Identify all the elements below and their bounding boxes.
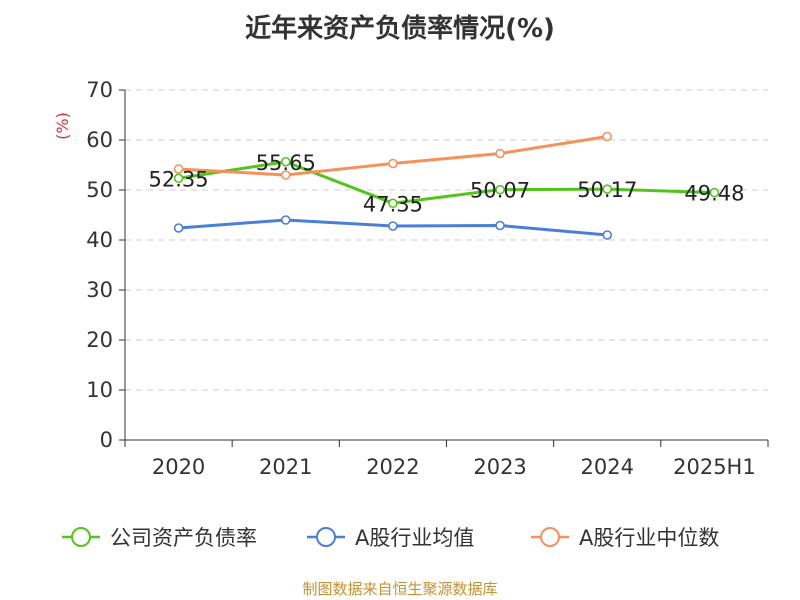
gridlines <box>125 89 768 391</box>
data-point-2-4 <box>602 131 613 142</box>
legend-label-1: A股行业均值 <box>355 526 474 550</box>
x-tick-label-2021: 2021 <box>259 455 312 479</box>
data-source-note: 制图数据来自恒生聚源数据库 <box>302 580 498 598</box>
data-point-0-5 <box>709 187 720 198</box>
x-tick-label-2024: 2024 <box>581 455 634 479</box>
data-label-3: 50.07 <box>470 179 530 203</box>
y-tick-label-70: 70 <box>86 78 113 102</box>
data-label-1: 55.65 <box>256 151 316 175</box>
data-point-0-4 <box>602 184 613 194</box>
series-line-0 <box>178 160 715 205</box>
data-point-0-1 <box>280 156 291 167</box>
legend-swatch-marker-2 <box>540 527 560 547</box>
data-point-1-0 <box>173 223 184 233</box>
data-point-2-3 <box>495 148 505 159</box>
data-point-1-2 <box>388 221 398 231</box>
legend-label-0: 公司资产负债率 <box>110 526 257 550</box>
legend-item-0[interactable]: 公司资产负债率 <box>62 526 257 550</box>
legend[interactable]: 公司资产负债率 A股行业均值 A股行业中位数 <box>62 526 719 550</box>
series-1 <box>173 215 613 240</box>
y-tick-label-40: 40 <box>86 228 113 252</box>
data-label-2: 47.35 <box>363 192 423 216</box>
data-labels: 52.35 55.65 47.35 50.07 50.17 49.48 <box>149 151 745 217</box>
series-2 <box>173 131 613 180</box>
y-tick-label-50: 50 <box>86 178 113 202</box>
x-tick-label-2023: 2023 <box>473 455 526 479</box>
y-tick-label-20: 20 <box>86 328 113 352</box>
data-point-2-2 <box>388 158 398 169</box>
y-tick-label-60: 60 <box>86 128 113 152</box>
data-point-0-0 <box>173 173 184 184</box>
data-label-0: 52.35 <box>149 167 209 191</box>
y-tick-label-10: 10 <box>86 378 113 402</box>
legend-swatch-marker-1 <box>316 527 336 547</box>
data-point-1-1 <box>280 215 291 225</box>
data-point-0-3 <box>495 184 505 195</box>
data-point-1-4 <box>602 230 613 240</box>
data-point-2-0 <box>173 164 184 174</box>
series-group: 52.35 55.65 47.35 50.07 50.17 49.48 <box>149 131 745 240</box>
x-tick-label-2025H1: 2025H1 <box>673 455 756 479</box>
x-tick-label-2020: 2020 <box>152 455 205 479</box>
y-tick-label-30: 30 <box>86 278 113 302</box>
axes: 0 10 20 30 40 50 60 70 2020 2021 2022 2023 2024 2025H… <box>86 78 769 479</box>
chart-title: 近年来资产负债率情况(%) <box>245 14 555 44</box>
data-point-1-3 <box>495 220 505 231</box>
legend-swatch-marker-0 <box>71 527 91 547</box>
series-0 <box>173 156 720 209</box>
legend-item-2[interactable]: A股行业中位数 <box>531 526 719 550</box>
legend-label-2: A股行业中位数 <box>579 526 719 550</box>
y-tick-label-0: 0 <box>100 428 113 452</box>
data-label-4: 50.17 <box>577 178 637 202</box>
data-label-5: 49.48 <box>684 182 744 206</box>
legend-item-1[interactable]: A股行业均值 <box>307 526 474 550</box>
data-point-2-1 <box>280 170 291 180</box>
x-tick-label-2022: 2022 <box>366 455 419 479</box>
y-axis-unit-label: (%) <box>53 112 72 140</box>
data-point-0-2 <box>388 198 398 209</box>
